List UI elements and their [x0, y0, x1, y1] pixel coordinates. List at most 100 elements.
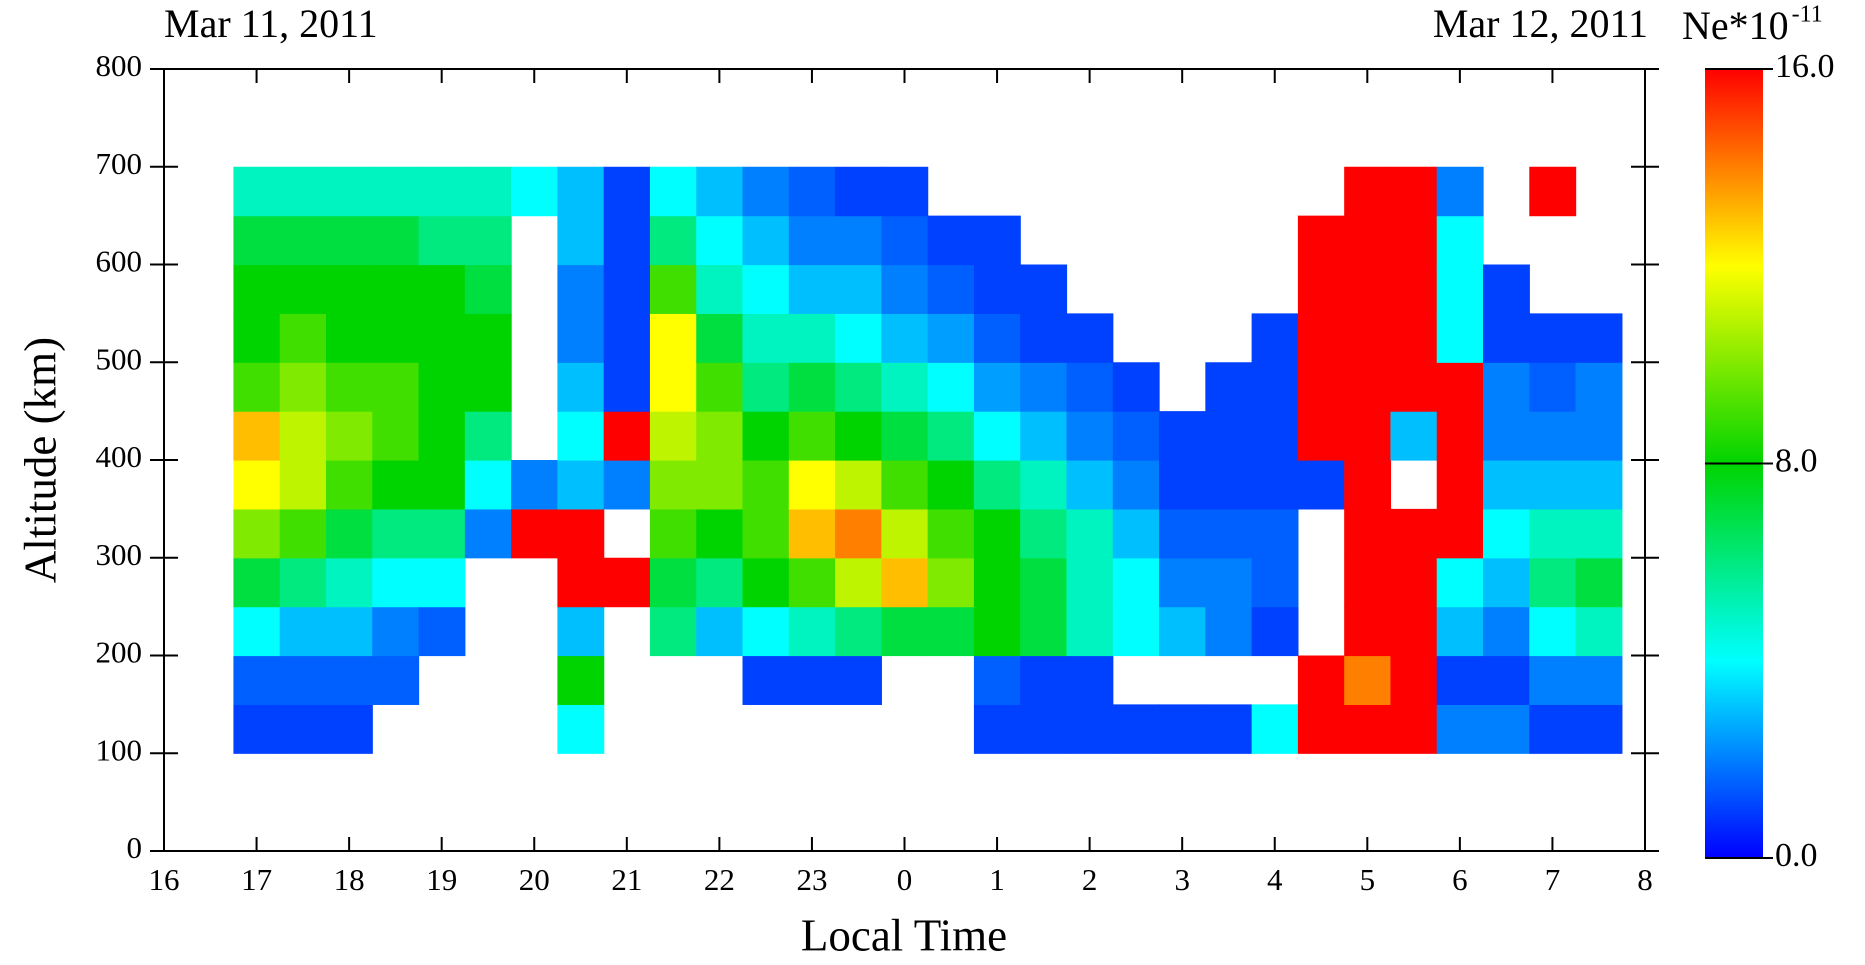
heatmap-cell	[1112, 362, 1160, 412]
heatmap-cell	[1483, 264, 1530, 314]
heatmap-cell	[325, 362, 373, 412]
heatmap-cell	[464, 215, 512, 266]
heatmap-cell	[1112, 460, 1160, 510]
heatmap-cell	[1575, 508, 1623, 559]
heatmap-cell	[881, 606, 929, 657]
heatmap-cell	[927, 411, 975, 461]
heatmap-cell	[742, 166, 790, 217]
x-tick-label: 16	[149, 862, 180, 897]
y-tick-label: 0	[127, 830, 143, 865]
heatmap-cell	[649, 557, 697, 608]
heatmap-cell	[788, 411, 836, 461]
heatmap-cell	[835, 460, 882, 510]
colorbar-label: Ne*10	[1682, 3, 1789, 48]
heatmap-cell	[233, 362, 281, 412]
heatmap-cell	[649, 460, 697, 510]
heatmap-cell	[1436, 215, 1484, 266]
heatmap-cell	[696, 557, 744, 608]
heatmap-cell	[233, 264, 281, 314]
heatmap-cell	[1020, 460, 1068, 510]
x-tick-label: 4	[1267, 862, 1283, 897]
heatmap-cell	[1390, 557, 1438, 608]
heatmap-cell	[1020, 411, 1068, 461]
heatmap-cell	[1112, 508, 1160, 559]
heatmap-cell	[1159, 704, 1206, 754]
heatmap-cell	[1529, 313, 1577, 363]
heatmap-cell	[1020, 704, 1068, 754]
heatmap-cell	[1344, 460, 1392, 510]
heatmap-cell	[788, 460, 836, 510]
heatmap-cell	[927, 215, 975, 266]
heatmap-cell	[1344, 606, 1392, 657]
heatmap-cell	[1020, 508, 1068, 559]
heatmap-cell	[1575, 655, 1623, 705]
heatmap-cell	[603, 313, 651, 363]
x-tick-label: 5	[1360, 862, 1376, 897]
heatmap-cell	[603, 166, 651, 217]
heatmap-cell	[1483, 313, 1530, 363]
heatmap-cell	[1112, 557, 1160, 608]
heatmap-cell	[418, 460, 466, 510]
heatmap-cell	[1575, 606, 1623, 657]
heatmap-cell	[1436, 313, 1484, 363]
heatmap-cell	[325, 704, 373, 754]
heatmap-cell	[973, 655, 1021, 705]
heatmap-cell	[927, 508, 975, 559]
heatmap-cell	[788, 508, 836, 559]
heatmap-cell	[649, 411, 697, 461]
colorbar-tick-label: 0.0	[1775, 837, 1818, 874]
heatmap-cell	[927, 606, 975, 657]
heatmap-cell	[1529, 704, 1577, 754]
heatmap-cell	[557, 704, 605, 754]
heatmap-cell	[835, 655, 882, 705]
heatmap-cell	[233, 166, 281, 217]
heatmap-cell	[1297, 655, 1345, 705]
heatmap-cell	[279, 362, 327, 412]
heatmap-cell	[696, 215, 744, 266]
heatmap-cell	[1483, 557, 1530, 608]
heatmap-cell	[1575, 460, 1623, 510]
heatmap-cell	[973, 313, 1021, 363]
heatmap-cell	[464, 264, 512, 314]
heatmap-cell	[1390, 606, 1438, 657]
heatmap-cell	[325, 264, 373, 314]
heatmap-cell	[1390, 313, 1438, 363]
heatmap-cell	[742, 362, 790, 412]
heatmap-cell	[881, 460, 929, 510]
heatmap-cell	[1344, 166, 1392, 217]
heatmap-cell	[372, 411, 420, 461]
x-tick-label: 23	[796, 862, 827, 897]
y-tick-label: 800	[96, 48, 143, 83]
heatmap-cell	[279, 557, 327, 608]
heatmap-cell	[1066, 508, 1114, 559]
heatmap-cell	[418, 362, 466, 412]
heatmap-cell	[1529, 557, 1577, 608]
heatmap-cell	[881, 313, 929, 363]
heatmap-cell	[973, 508, 1021, 559]
heatmap-cell	[973, 460, 1021, 510]
heatmap-cell	[835, 215, 882, 266]
heatmap-cell	[372, 557, 420, 608]
heatmap-cell	[1344, 655, 1392, 705]
heatmap-cell	[1251, 460, 1299, 510]
heatmap-cell	[788, 362, 836, 412]
y-tick-label: 300	[96, 537, 143, 572]
heatmap-cell	[1575, 704, 1623, 754]
heatmap-cell	[742, 606, 790, 657]
heatmap-cell	[1251, 704, 1299, 754]
heatmap-cell	[233, 655, 281, 705]
heatmap-cell	[372, 313, 420, 363]
colorbar-tick-label: 8.0	[1775, 442, 1818, 479]
y-axis-title: Altitude (km)	[15, 337, 65, 583]
heatmap-cell	[1344, 557, 1392, 608]
heatmap-cell	[835, 264, 882, 314]
start-date: Mar 11, 2011	[164, 1, 378, 46]
x-tick-label: 6	[1452, 862, 1468, 897]
heatmap-cell	[1483, 362, 1530, 412]
heatmap-cell	[233, 557, 281, 608]
heatmap-cell	[881, 264, 929, 314]
heatmap-cell	[1344, 264, 1392, 314]
y-tick-label: 600	[96, 244, 143, 279]
heatmap-cell	[1529, 362, 1577, 412]
heatmap-cell	[279, 606, 327, 657]
